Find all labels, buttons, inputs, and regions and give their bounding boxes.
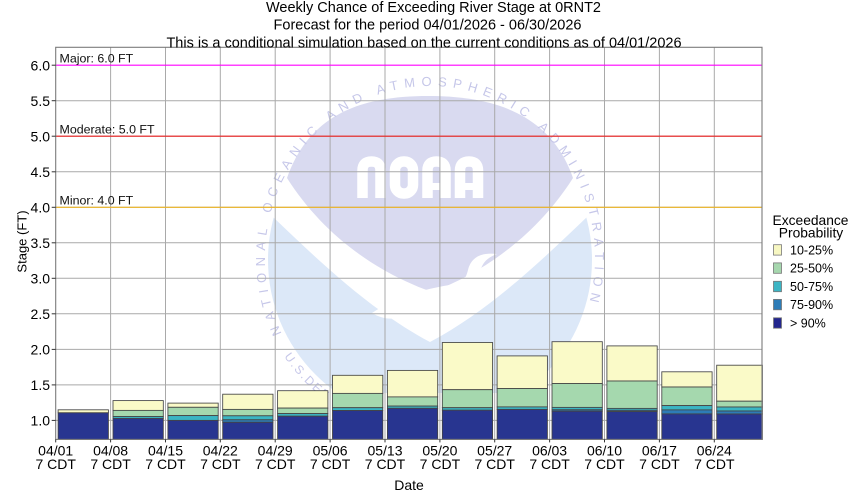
svg-text:6.0: 6.0 [31, 57, 51, 73]
svg-text:04/29: 04/29 [258, 443, 293, 459]
svg-text:Probability: Probability [779, 226, 844, 241]
svg-text:7 CDT: 7 CDT [35, 456, 76, 472]
svg-text:7 CDT: 7 CDT [145, 456, 186, 472]
svg-text:Date: Date [394, 477, 424, 493]
svg-text:Minor: 4.0 FT: Minor: 4.0 FT [60, 194, 134, 208]
svg-text:1.0: 1.0 [31, 413, 51, 429]
svg-text:06/10: 06/10 [587, 443, 622, 459]
svg-text:2.5: 2.5 [31, 306, 51, 322]
svg-text:3.5: 3.5 [31, 235, 51, 251]
svg-text:7 CDT: 7 CDT [365, 456, 406, 472]
svg-text:3.0: 3.0 [31, 270, 51, 286]
svg-text:05/06: 05/06 [313, 443, 348, 459]
svg-text:06/03: 06/03 [532, 443, 567, 459]
svg-text:06/24: 06/24 [697, 443, 732, 459]
svg-text:Stage (FT): Stage (FT) [15, 210, 30, 272]
svg-text:7 CDT: 7 CDT [474, 456, 515, 472]
svg-text:04/01: 04/01 [38, 443, 73, 459]
svg-text:25-50%: 25-50% [790, 262, 833, 276]
svg-text:7 CDT: 7 CDT [255, 456, 296, 472]
svg-text:7 CDT: 7 CDT [584, 456, 625, 472]
svg-text:04/08: 04/08 [93, 443, 128, 459]
svg-text:7 CDT: 7 CDT [420, 456, 461, 472]
svg-text:5.0: 5.0 [31, 128, 51, 144]
svg-text:10-25%: 10-25% [790, 243, 833, 257]
svg-text:06/17: 06/17 [642, 443, 677, 459]
svg-text:7 CDT: 7 CDT [90, 456, 131, 472]
svg-text:04/22: 04/22 [203, 443, 238, 459]
svg-text:Moderate: 5.0 FT: Moderate: 5.0 FT [60, 122, 155, 136]
svg-text:1.5: 1.5 [31, 377, 51, 393]
svg-text:Major: 6.0 FT: Major: 6.0 FT [60, 51, 134, 65]
svg-text:2.0: 2.0 [31, 341, 51, 357]
svg-text:05/20: 05/20 [422, 443, 457, 459]
svg-text:Exceedance: Exceedance [773, 213, 849, 228]
svg-text:Forecast for the period 04/01/: Forecast for the period 04/01/2026 - 06/… [274, 18, 582, 34]
svg-text:Weekly Chance of Exceeding Riv: Weekly Chance of Exceeding River Stage a… [266, 0, 601, 16]
svg-text:7 CDT: 7 CDT [529, 456, 570, 472]
svg-text:7 CDT: 7 CDT [694, 456, 735, 472]
svg-text:4.5: 4.5 [31, 164, 51, 180]
svg-text:> 90%: > 90% [790, 316, 826, 330]
svg-text:7 CDT: 7 CDT [200, 456, 241, 472]
svg-text:7 CDT: 7 CDT [310, 456, 351, 472]
svg-text:7 CDT: 7 CDT [639, 456, 680, 472]
svg-text:04/15: 04/15 [148, 443, 183, 459]
svg-text:05/13: 05/13 [367, 443, 402, 459]
svg-text:5.5: 5.5 [31, 93, 51, 109]
svg-text:This is a conditional simulati: This is a conditional simulation based o… [166, 36, 681, 52]
svg-text:05/27: 05/27 [477, 443, 512, 459]
svg-text:50-75%: 50-75% [790, 280, 833, 294]
svg-text:75-90%: 75-90% [790, 298, 833, 312]
svg-text:4.0: 4.0 [31, 199, 51, 215]
